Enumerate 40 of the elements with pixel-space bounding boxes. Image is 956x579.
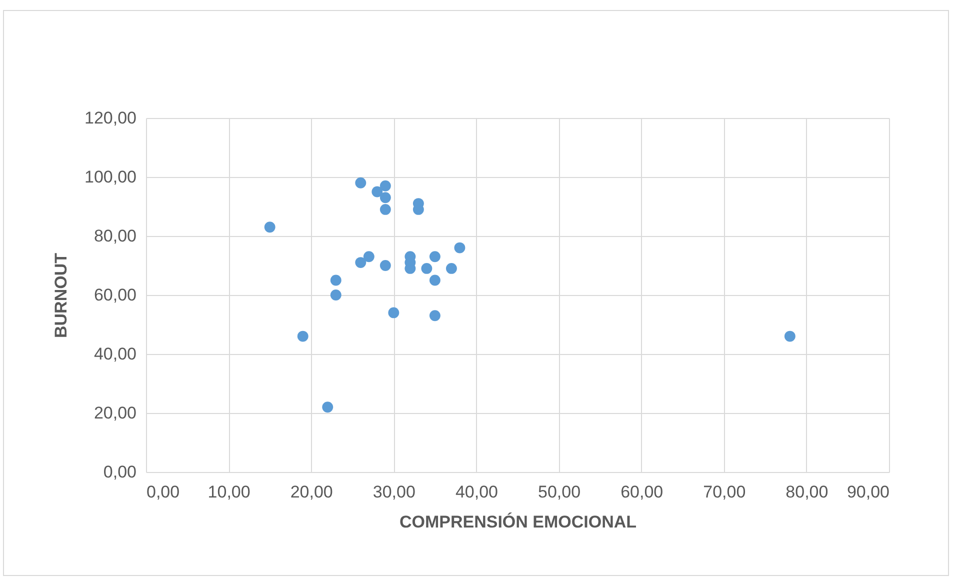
point (429, 251, 440, 262)
point (380, 180, 391, 192)
point (380, 192, 391, 204)
point (380, 204, 391, 215)
y-tick-label: 60,00 (94, 286, 136, 304)
x-tick-label: 30,00 (372, 482, 416, 502)
x-tick-label: 80,00 (786, 482, 828, 502)
y-tick-label: 100,00 (84, 168, 136, 186)
x-tick-label: 60,00 (620, 482, 664, 502)
y-tick-label: 0,00 (103, 462, 136, 482)
point (388, 307, 400, 318)
x-axis-title: COMPRENSIÓN EMOCIONAL (399, 512, 637, 532)
y-axis-title: BURNOUT (52, 252, 71, 338)
point (429, 274, 440, 286)
x-tick-label: 50,00 (538, 482, 581, 502)
x-tick-label: 40,00 (455, 482, 498, 502)
point (330, 274, 342, 286)
x-tick-label: 20,00 (290, 482, 333, 502)
point (363, 251, 374, 262)
point (355, 257, 366, 268)
point (429, 310, 440, 322)
point (297, 330, 308, 342)
point (454, 242, 466, 254)
point (446, 262, 457, 274)
point (322, 402, 334, 413)
x-tick-label: 70,00 (703, 482, 746, 502)
y-tick-label: 40,00 (94, 344, 136, 364)
point (264, 222, 276, 233)
point (421, 262, 432, 274)
x-tick-label: 90,00 (846, 482, 890, 502)
x-tick-label: 0,00 (146, 482, 180, 502)
y-tick-label: 120,00 (84, 108, 136, 128)
point (330, 290, 342, 300)
y-tick-label: 80,00 (94, 226, 136, 246)
point (784, 330, 796, 342)
point (355, 177, 366, 188)
y-tick-label: 20,00 (94, 404, 136, 422)
x-tick-label: 10,00 (208, 482, 250, 502)
point (380, 260, 391, 271)
point (372, 186, 383, 198)
